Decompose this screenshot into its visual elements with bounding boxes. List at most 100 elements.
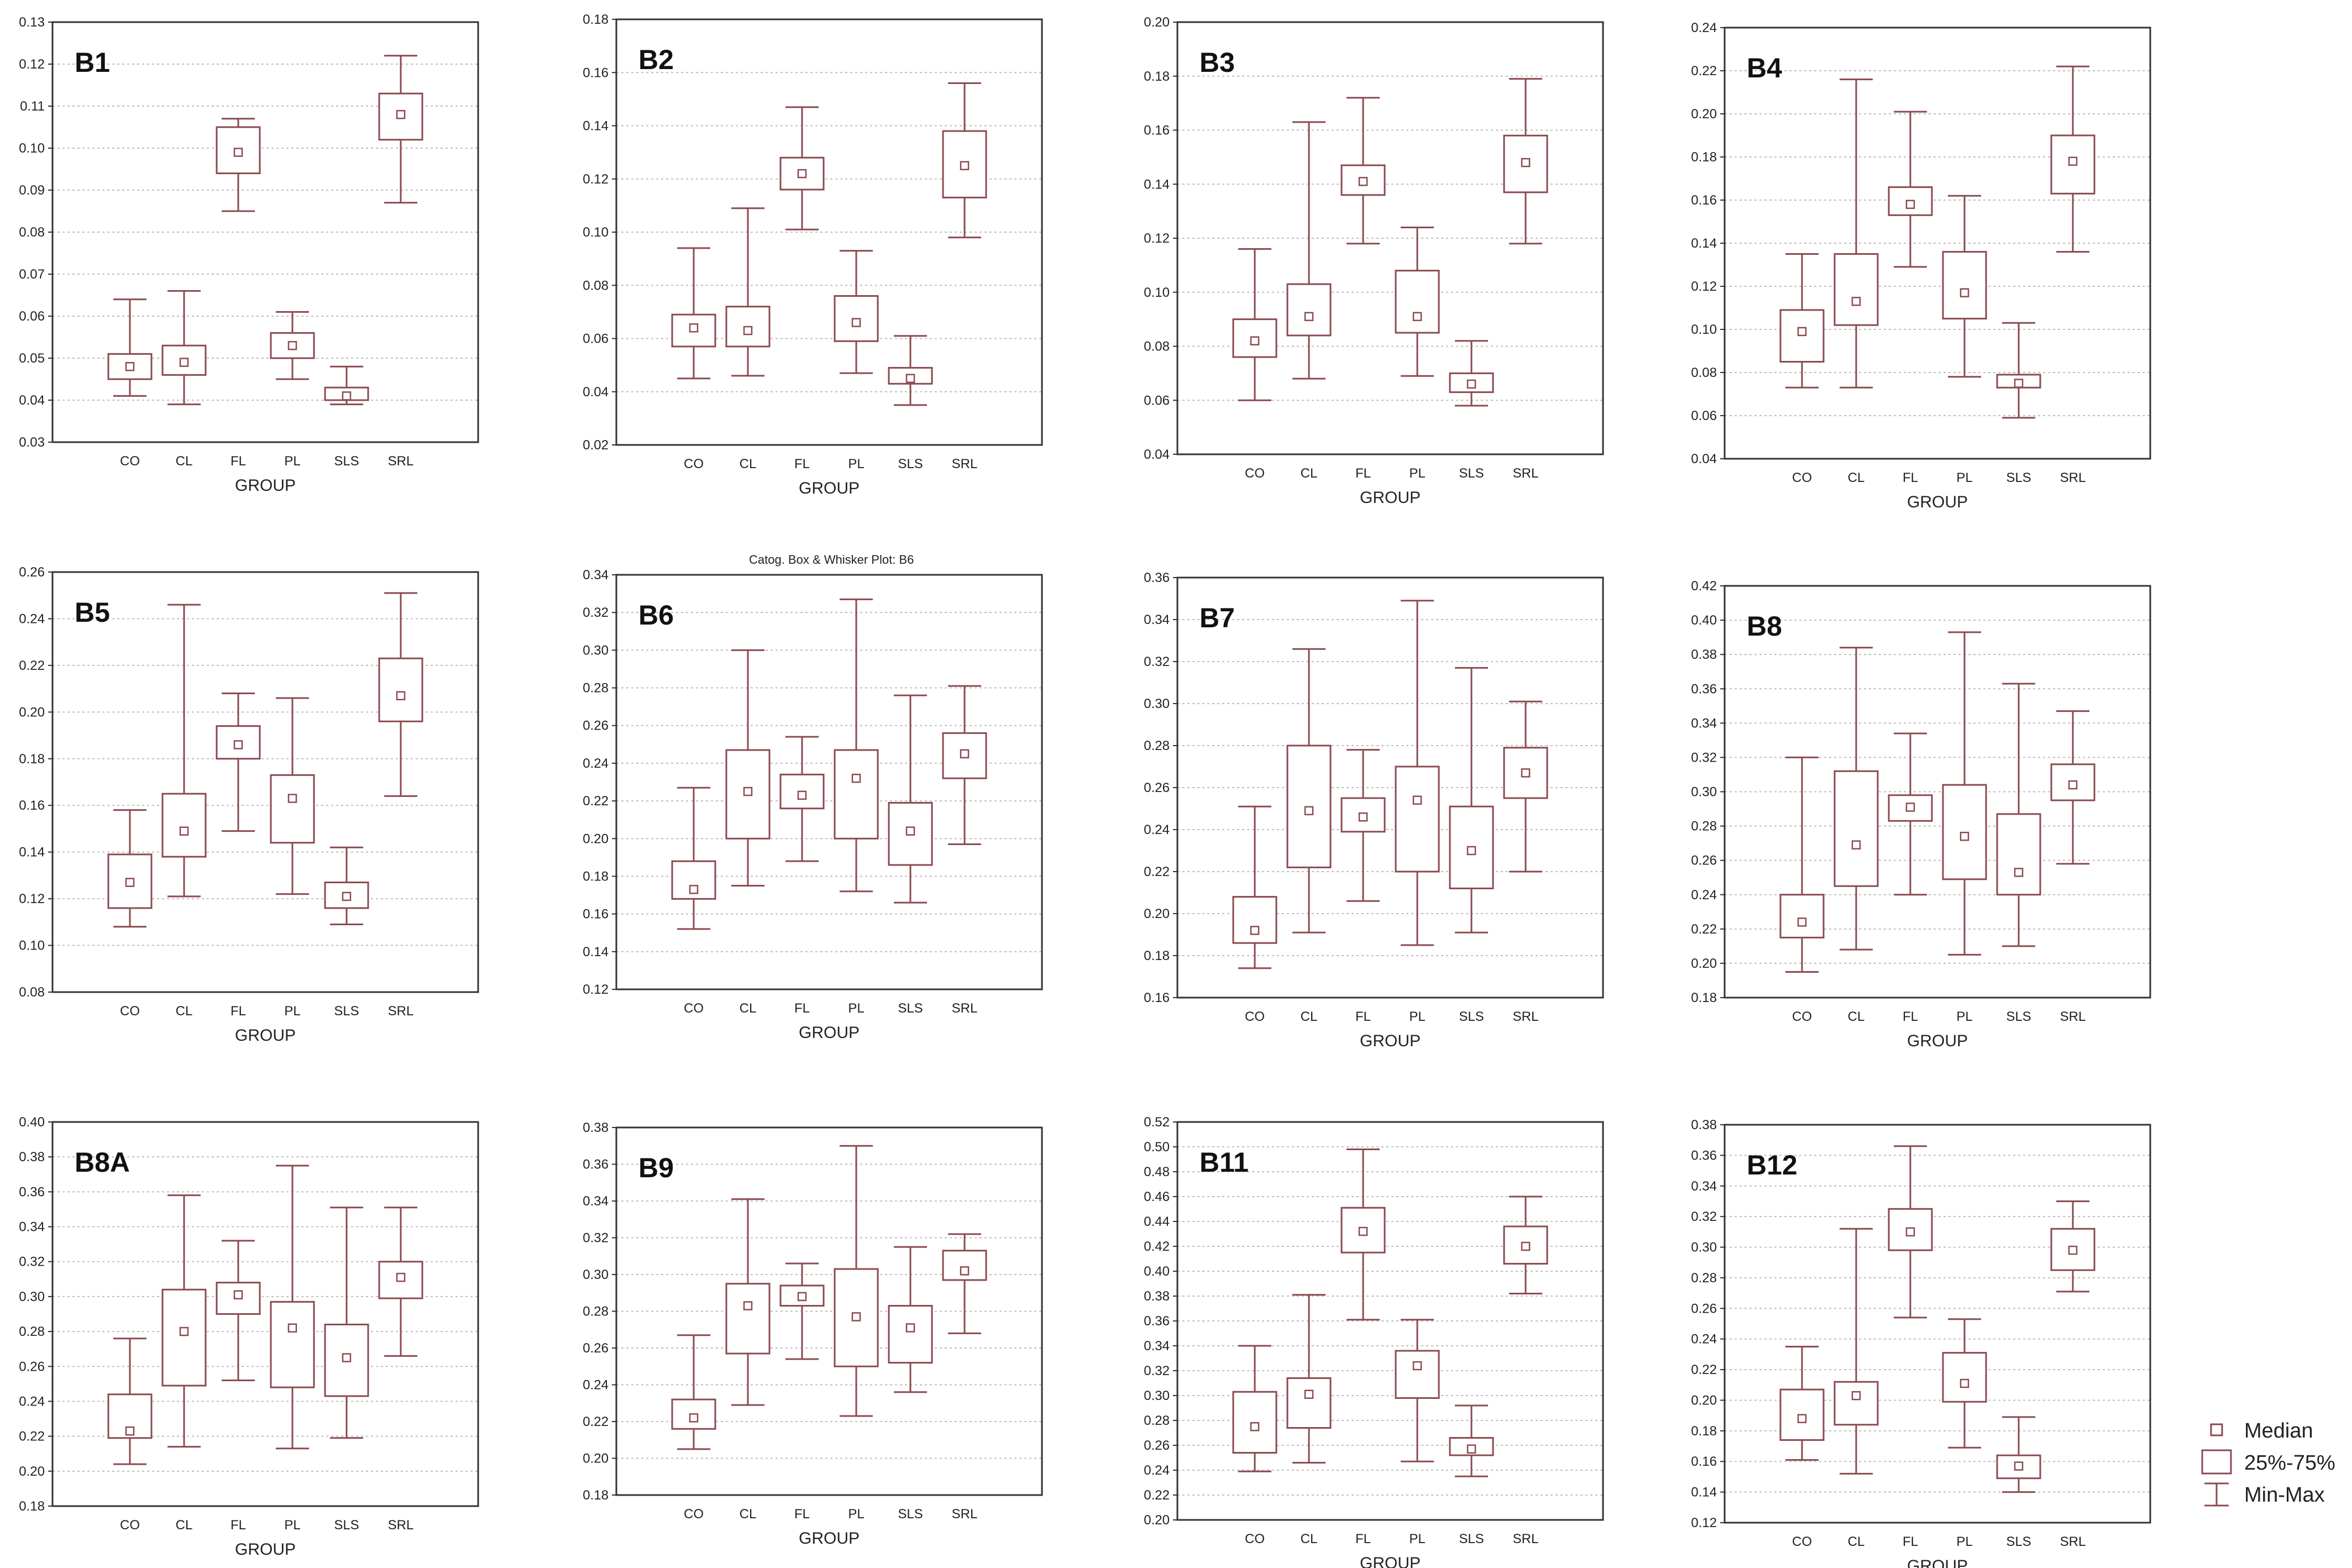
whisker-range-icon bbox=[2204, 1482, 2229, 1507]
y-tick-label: 0.12 bbox=[19, 57, 45, 72]
x-tick-label: SLS bbox=[898, 1001, 923, 1016]
x-tick-label: FL bbox=[1903, 1009, 1918, 1024]
x-tick-label: FL bbox=[231, 1518, 246, 1533]
y-tick-label: 0.14 bbox=[1691, 1485, 1717, 1500]
median-marker bbox=[851, 773, 861, 783]
y-tick-label: 0.16 bbox=[1691, 193, 1717, 208]
iqr-box bbox=[1942, 1352, 1987, 1403]
y-tick-label: 0.10 bbox=[583, 225, 609, 240]
panel-label: B1 bbox=[75, 47, 110, 78]
box-fl bbox=[779, 1262, 825, 1360]
chart-b12: 0.12 0.14 0.16 0.18 0.20 0.22 0.24 0.26 0.28 0.30… bbox=[1691, 1118, 2151, 1568]
x-axis-title: GROUP bbox=[1360, 489, 1421, 507]
box-cl bbox=[161, 290, 207, 406]
y-tick-label: 0.34 bbox=[583, 1194, 609, 1209]
x-tick-label: FL bbox=[1903, 470, 1918, 485]
box-fl bbox=[779, 736, 825, 862]
y-tick-label: 0.22 bbox=[1691, 922, 1717, 937]
y-tick-label: 0.26 bbox=[583, 1341, 609, 1356]
y-tick-label: 0.20 bbox=[1144, 906, 1170, 921]
y-tick-label: 0.04 bbox=[583, 385, 609, 400]
x-tick-label: CO bbox=[1245, 1532, 1265, 1546]
x-axis-title: GROUP bbox=[1907, 1032, 1968, 1050]
y-tick-label: 0.32 bbox=[1144, 654, 1170, 669]
y-tick-label: 0.22 bbox=[19, 1429, 45, 1444]
box-sls bbox=[1996, 1416, 2041, 1493]
panel-label: B4 bbox=[1747, 53, 1782, 83]
x-axis-title: GROUP bbox=[799, 1529, 860, 1548]
box-sls bbox=[324, 846, 369, 926]
y-tick-label: 0.34 bbox=[19, 1220, 45, 1235]
median-marker bbox=[1905, 200, 1915, 209]
median-marker bbox=[287, 1323, 297, 1333]
iqr-box bbox=[1286, 283, 1332, 337]
x-tick-label: SRL bbox=[388, 1004, 414, 1019]
y-tick-label: 0.52 bbox=[1144, 1115, 1170, 1130]
x-tick-label: CO bbox=[684, 457, 704, 471]
iqr-box bbox=[1834, 770, 1879, 887]
x-tick-label: CL bbox=[1848, 1534, 1865, 1549]
box-pl bbox=[834, 598, 879, 893]
median-marker bbox=[1250, 1422, 1260, 1431]
box-co bbox=[1232, 248, 1277, 401]
y-tick-label: 0.32 bbox=[1691, 1209, 1717, 1224]
y-tick-label: 0.20 bbox=[583, 831, 609, 846]
median-marker bbox=[287, 794, 297, 803]
box-cl bbox=[1286, 1294, 1332, 1464]
y-tick-label: 0.30 bbox=[1144, 696, 1170, 711]
y-tick-label: 0.12 bbox=[583, 172, 609, 187]
median-marker bbox=[342, 891, 352, 901]
median-marker bbox=[743, 1301, 753, 1310]
box-srl bbox=[2050, 1200, 2096, 1293]
y-tick-label: 0.16 bbox=[583, 907, 609, 922]
box-srl bbox=[942, 82, 987, 239]
x-tick-label: CO bbox=[1245, 1009, 1265, 1024]
x-tick-label: CO bbox=[1245, 466, 1265, 481]
y-tick-label: 0.48 bbox=[1144, 1165, 1170, 1179]
x-axis-title: GROUP bbox=[799, 479, 860, 497]
median-marker bbox=[1250, 926, 1260, 935]
median-marker bbox=[233, 740, 243, 749]
box-pl bbox=[1942, 195, 1987, 378]
iqr-box bbox=[1996, 813, 2041, 896]
box-co bbox=[107, 809, 153, 928]
y-tick-label: 0.30 bbox=[583, 643, 609, 658]
x-tick-label: CO bbox=[684, 1507, 704, 1522]
box-srl bbox=[2050, 710, 2096, 865]
box-fl bbox=[216, 1240, 261, 1382]
median-marker bbox=[1358, 1226, 1368, 1236]
y-tick-label: 0.34 bbox=[1144, 612, 1170, 627]
box-fl bbox=[1888, 1145, 1933, 1319]
y-tick-label: 0.10 bbox=[19, 938, 45, 953]
x-tick-label: PL bbox=[284, 454, 300, 469]
box-sls bbox=[888, 335, 933, 406]
iqr-box bbox=[1395, 270, 1440, 334]
y-tick-label: 0.02 bbox=[583, 438, 609, 453]
y-tick-label: 0.44 bbox=[1144, 1214, 1170, 1229]
y-tick-label: 0.16 bbox=[19, 798, 45, 813]
y-tick-label: 0.08 bbox=[19, 225, 45, 240]
box-co bbox=[1779, 253, 1825, 389]
median-marker bbox=[1851, 840, 1861, 849]
x-tick-label: CL bbox=[1301, 1009, 1318, 1024]
median-marker bbox=[1960, 288, 1969, 297]
box-sls bbox=[1449, 340, 1494, 407]
box-pl bbox=[834, 250, 879, 374]
x-tick-label: PL bbox=[284, 1518, 300, 1533]
median-marker bbox=[1797, 917, 1807, 927]
y-tick-label: 0.05 bbox=[19, 351, 45, 366]
median-marker bbox=[233, 1290, 243, 1299]
y-tick-label: 0.06 bbox=[1144, 393, 1170, 408]
x-tick-label: FL bbox=[231, 454, 246, 469]
y-tick-label: 0.10 bbox=[1691, 322, 1717, 337]
y-tick-label: 0.08 bbox=[583, 278, 609, 293]
y-tick-label: 0.24 bbox=[583, 756, 609, 771]
plot-frame bbox=[51, 1121, 479, 1507]
median-marker bbox=[1358, 812, 1368, 822]
box-co bbox=[671, 786, 716, 930]
iqr-box bbox=[942, 732, 987, 779]
x-tick-label: SRL bbox=[2060, 470, 2086, 485]
x-tick-label: CL bbox=[1301, 466, 1318, 481]
box-cl bbox=[1286, 121, 1332, 380]
box-cl bbox=[1834, 78, 1879, 389]
